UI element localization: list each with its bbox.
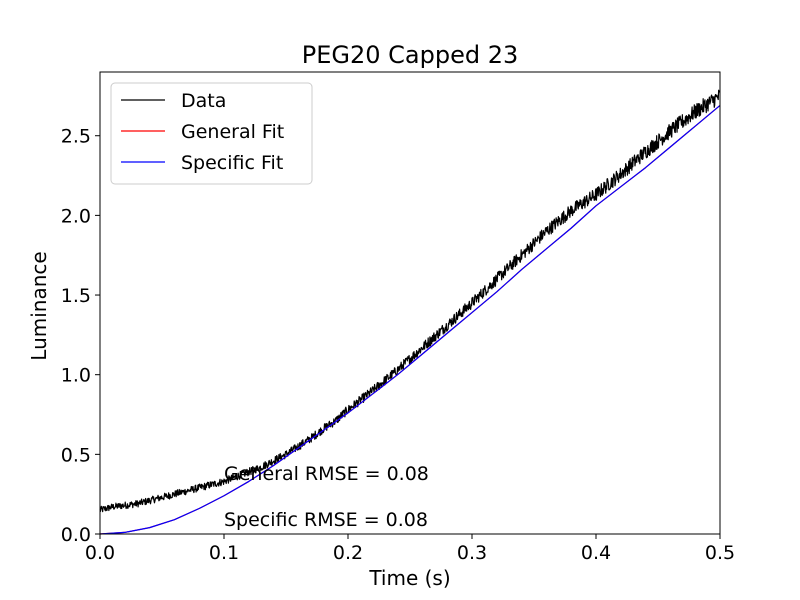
annotation-layer: General RMSE = 0.08 Specific RMSE = 0.08 — [224, 463, 429, 531]
rmse-annotation: Specific RMSE = 0.08 — [224, 509, 428, 531]
y-tick-label: 1.0 — [61, 365, 91, 387]
y-tick-label: 2.0 — [61, 205, 91, 227]
y-tick-label: 2.5 — [61, 126, 91, 148]
x-tick-label: 0.5 — [705, 542, 735, 564]
y-tick-label: 0.0 — [61, 524, 91, 546]
legend-box — [110, 82, 313, 185]
legend-label: Specific Fit — [181, 152, 283, 174]
x-tick-label: 0.2 — [333, 542, 363, 564]
axes-frame — [99, 71, 721, 535]
legend-label: General Fit — [181, 121, 284, 143]
y-tick-label: 1.5 — [61, 285, 91, 307]
x-axis-label: Time (s) — [368, 566, 450, 590]
y-axis-label: Luminance — [27, 251, 51, 360]
x-axis: 0.0 0.1 0.2 0.3 0.4 0.5 — [85, 534, 735, 564]
y-tick-label: 0.5 — [61, 444, 91, 466]
legend: Data General Fit Specific Fit — [110, 82, 313, 185]
x-tick-label: 0.3 — [457, 542, 487, 564]
x-tick-label: 0.0 — [85, 542, 115, 564]
rmse-annotation: General RMSE = 0.08 — [224, 463, 429, 485]
x-tick-label: 0.4 — [581, 542, 611, 564]
legend-label: Data — [181, 90, 226, 112]
series-layer — [99, 89, 721, 535]
series-line-specific-fit — [99, 104, 721, 535]
x-tick-label: 0.1 — [209, 542, 239, 564]
y-axis: 0.0 0.5 1.0 1.5 2.0 2.5 — [61, 126, 100, 546]
chart-title: PEG20 Capped 23 — [302, 41, 519, 69]
